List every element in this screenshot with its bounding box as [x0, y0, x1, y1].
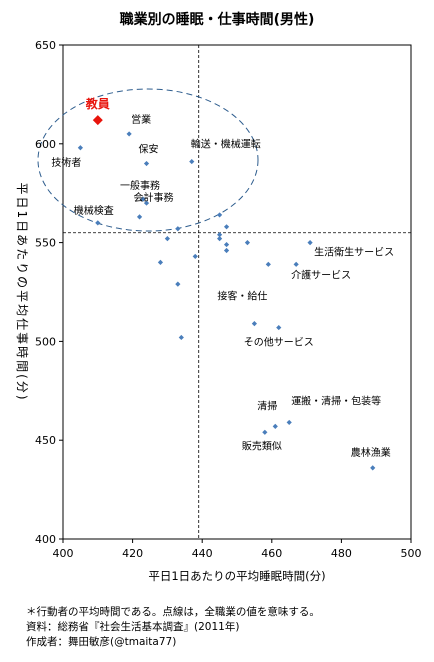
highlight-point	[92, 115, 103, 126]
footnote-source: 資料：総務省『社会生活基本調査』(2011年)	[26, 621, 240, 633]
data-point	[217, 236, 223, 242]
data-points	[77, 115, 376, 471]
data-point	[370, 465, 376, 471]
y-tick-label: 600	[35, 138, 56, 151]
x-tick-label: 400	[53, 547, 74, 560]
data-point	[175, 226, 181, 232]
footnotes: ＊行動者の平均時間である。点線は，全職業の値を意味する。 資料：総務省『社会生活…	[26, 605, 320, 650]
data-point	[223, 241, 230, 248]
x-axis-label: 平日1日あたりの平均睡眠時間(分)	[148, 569, 325, 583]
data-point	[272, 423, 278, 429]
data-point	[157, 259, 164, 265]
point-label: 機械検査	[74, 204, 114, 217]
y-tick-label: 400	[35, 533, 56, 546]
data-point	[217, 232, 223, 238]
point-label: 会計事務	[134, 191, 174, 204]
point-label: 接客・給仕	[217, 290, 267, 303]
footnote-definition: ＊行動者の平均時間である。点線は，全職業の値を意味する。	[26, 606, 320, 618]
data-point	[192, 253, 198, 260]
data-point	[143, 200, 150, 206]
x-tick-label: 420	[122, 547, 143, 560]
highlight-label: 教員	[85, 96, 110, 111]
y-axis-ticks: 400 450 500 550 600 650	[35, 39, 63, 546]
data-point	[244, 240, 251, 246]
data-point	[77, 145, 83, 151]
data-point	[217, 212, 223, 218]
data-point	[262, 429, 268, 435]
footnote-author: 作成者：舞田敏彦(@tmaita77)	[26, 636, 177, 648]
data-point	[293, 261, 299, 267]
x-tick-label: 440	[192, 547, 213, 560]
point-label: 技術者	[51, 156, 81, 169]
data-point	[223, 247, 230, 254]
point-label: 一般事務	[120, 179, 160, 192]
data-point	[286, 419, 292, 426]
point-label: 営業	[131, 113, 151, 126]
point-label: 輸送・機械運転	[191, 138, 261, 151]
data-point	[143, 160, 150, 167]
x-tick-label: 480	[331, 547, 352, 560]
point-label: 介護サービス	[291, 268, 351, 281]
y-axis-label: 平日1日あたりの平均仕事時間(分)	[15, 183, 29, 402]
data-point	[178, 334, 184, 341]
point-label: 清掃	[257, 399, 277, 412]
data-point	[175, 281, 181, 287]
data-point	[95, 220, 101, 226]
y-tick-label: 650	[35, 39, 56, 52]
point-label: 生活衛生サービス	[314, 246, 394, 259]
point-label: その他サービス	[244, 336, 314, 349]
y-tick-label: 450	[35, 434, 56, 447]
data-point	[265, 261, 271, 267]
data-point	[276, 324, 282, 331]
reference-lines	[63, 45, 411, 539]
data-point	[251, 321, 257, 327]
highlight-circle	[37, 88, 259, 232]
svg-text:平日1日あたりの平均仕事時間(分): 平日1日あたりの平均仕事時間(分)	[15, 183, 29, 402]
data-point	[189, 158, 195, 165]
data-point	[140, 196, 146, 202]
chart-title: 職業別の睡眠・仕事時間(男性)	[120, 11, 315, 28]
point-label: 運搬・清掃・包装等	[291, 394, 381, 407]
y-tick-label: 550	[35, 237, 56, 250]
x-axis-ticks: 400 420 440 460 480 500	[53, 539, 422, 560]
data-point	[223, 224, 230, 230]
y-tick-label: 500	[35, 335, 56, 348]
data-point	[126, 131, 132, 137]
data-point	[307, 240, 313, 246]
plot-area	[62, 44, 412, 540]
point-label: 保安	[139, 143, 159, 156]
data-point	[164, 236, 170, 242]
x-tick-label: 500	[401, 547, 422, 560]
x-tick-label: 460	[261, 547, 282, 560]
point-label: 販売類似	[242, 439, 282, 452]
data-point	[136, 214, 143, 220]
point-label: 農林漁業	[351, 446, 391, 459]
